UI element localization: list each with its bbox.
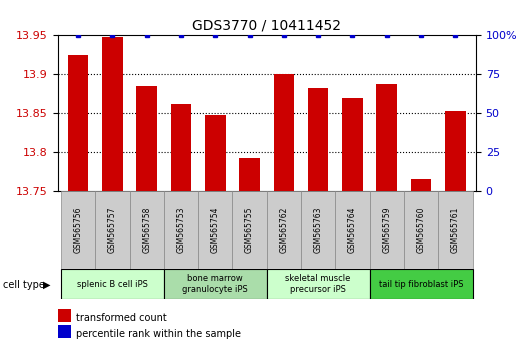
Text: GSM565761: GSM565761 bbox=[451, 207, 460, 253]
Text: GSM565759: GSM565759 bbox=[382, 207, 391, 253]
FancyBboxPatch shape bbox=[61, 269, 164, 299]
FancyBboxPatch shape bbox=[130, 191, 164, 269]
Text: GSM565755: GSM565755 bbox=[245, 207, 254, 253]
Text: splenic B cell iPS: splenic B cell iPS bbox=[77, 280, 148, 289]
Text: GSM565760: GSM565760 bbox=[416, 207, 426, 253]
FancyBboxPatch shape bbox=[267, 269, 370, 299]
FancyBboxPatch shape bbox=[370, 191, 404, 269]
Text: GSM565758: GSM565758 bbox=[142, 207, 151, 253]
Text: GSM565756: GSM565756 bbox=[74, 207, 83, 253]
FancyBboxPatch shape bbox=[404, 191, 438, 269]
Bar bbox=[240, 159, 260, 191]
Text: GSM565763: GSM565763 bbox=[314, 207, 323, 253]
FancyBboxPatch shape bbox=[438, 191, 472, 269]
Text: GSM565764: GSM565764 bbox=[348, 207, 357, 253]
Text: percentile rank within the sample: percentile rank within the sample bbox=[76, 329, 241, 339]
Bar bbox=[377, 84, 397, 191]
FancyBboxPatch shape bbox=[335, 191, 370, 269]
Bar bbox=[411, 179, 431, 191]
Text: ▶: ▶ bbox=[43, 280, 51, 290]
Bar bbox=[274, 74, 294, 191]
Bar bbox=[308, 88, 328, 191]
Text: cell type: cell type bbox=[3, 280, 44, 290]
Text: GSM565757: GSM565757 bbox=[108, 207, 117, 253]
FancyBboxPatch shape bbox=[164, 269, 267, 299]
FancyBboxPatch shape bbox=[95, 191, 130, 269]
FancyBboxPatch shape bbox=[232, 191, 267, 269]
Bar bbox=[342, 98, 363, 191]
FancyBboxPatch shape bbox=[164, 191, 198, 269]
Text: tail tip fibroblast iPS: tail tip fibroblast iPS bbox=[379, 280, 463, 289]
Bar bbox=[102, 37, 123, 191]
Text: bone marrow
granulocyte iPS: bone marrow granulocyte iPS bbox=[183, 274, 248, 294]
Text: transformed count: transformed count bbox=[76, 313, 167, 323]
FancyBboxPatch shape bbox=[198, 191, 232, 269]
Bar bbox=[68, 55, 88, 191]
FancyBboxPatch shape bbox=[267, 191, 301, 269]
FancyBboxPatch shape bbox=[370, 269, 472, 299]
FancyBboxPatch shape bbox=[301, 191, 335, 269]
Text: GSM565762: GSM565762 bbox=[279, 207, 288, 253]
FancyBboxPatch shape bbox=[61, 191, 95, 269]
Text: GSM565753: GSM565753 bbox=[176, 207, 186, 253]
Bar bbox=[170, 104, 191, 191]
Text: skeletal muscle
precursor iPS: skeletal muscle precursor iPS bbox=[286, 274, 351, 294]
Bar bbox=[445, 111, 465, 191]
Bar bbox=[205, 115, 225, 191]
Title: GDS3770 / 10411452: GDS3770 / 10411452 bbox=[192, 19, 341, 33]
Bar bbox=[137, 86, 157, 191]
Text: GSM565754: GSM565754 bbox=[211, 207, 220, 253]
